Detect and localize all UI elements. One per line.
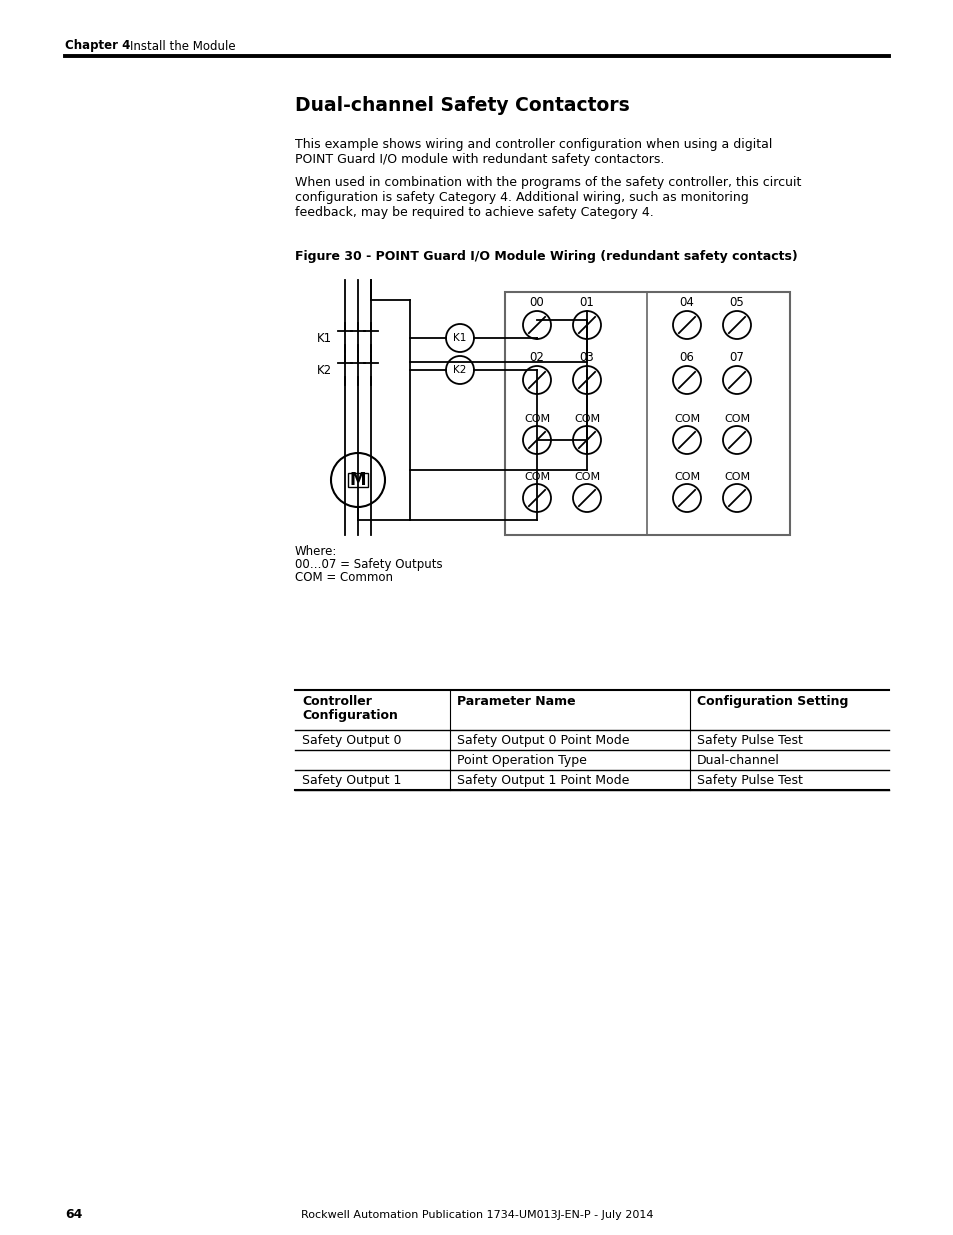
Text: Parameter Name: Parameter Name [456, 695, 575, 708]
Text: 03: 03 [579, 351, 594, 364]
Text: Chapter 4: Chapter 4 [65, 40, 131, 53]
Text: Install the Module: Install the Module [115, 40, 235, 53]
Text: Where:: Where: [294, 545, 337, 558]
Text: COM: COM [723, 414, 749, 424]
Text: K2: K2 [316, 363, 332, 377]
Text: Dual-channel Safety Contactors: Dual-channel Safety Contactors [294, 96, 629, 115]
Text: COM: COM [523, 414, 550, 424]
Text: 04: 04 [679, 296, 694, 309]
Text: Configuration Setting: Configuration Setting [697, 695, 847, 708]
Text: 07: 07 [729, 351, 743, 364]
Text: Safety Output 1: Safety Output 1 [302, 774, 401, 787]
Text: M: M [350, 471, 366, 489]
Text: When used in combination with the programs of the safety controller, this circui: When used in combination with the progra… [294, 177, 801, 189]
Bar [348, 473, 368, 487]
Text: COM: COM [574, 472, 599, 482]
Text: K1: K1 [316, 331, 332, 345]
Text: K1: K1 [453, 333, 466, 343]
Text: 00…07 = Safety Outputs: 00…07 = Safety Outputs [294, 558, 442, 571]
Text: Rockwell Automation Publication 1734-UM013J-EN-P - July 2014: Rockwell Automation Publication 1734-UM0… [300, 1210, 653, 1220]
Text: 05: 05 [729, 296, 743, 309]
Text: POINT Guard I/O module with redundant safety contactors.: POINT Guard I/O module with redundant sa… [294, 153, 663, 165]
Text: Controller: Controller [302, 695, 372, 708]
Text: 64: 64 [65, 1209, 82, 1221]
Text: 00: 00 [529, 296, 544, 309]
Text: Safety Output 0 Point Mode: Safety Output 0 Point Mode [456, 734, 629, 747]
Text: Configuration: Configuration [302, 709, 397, 722]
Text: Safety Pulse Test: Safety Pulse Test [697, 734, 802, 747]
Text: Safety Pulse Test: Safety Pulse Test [697, 774, 802, 787]
Text: COM: COM [574, 414, 599, 424]
Text: K2: K2 [453, 366, 466, 375]
Text: configuration is safety Category 4. Additional wiring, such as monitoring: configuration is safety Category 4. Addi… [294, 191, 748, 204]
Text: This example shows wiring and controller configuration when using a digital: This example shows wiring and controller… [294, 138, 772, 151]
Bar [504, 291, 789, 535]
Text: Dual-channel: Dual-channel [697, 755, 779, 767]
Text: COM: COM [673, 414, 700, 424]
Text: 01: 01 [579, 296, 594, 309]
Text: COM: COM [673, 472, 700, 482]
Text: Figure 30 - POINT Guard I/O Module Wiring (redundant safety contacts): Figure 30 - POINT Guard I/O Module Wirin… [294, 249, 797, 263]
Text: 02: 02 [529, 351, 544, 364]
Text: COM = Common: COM = Common [294, 571, 393, 584]
Text: Point Operation Type: Point Operation Type [456, 755, 586, 767]
Text: COM: COM [523, 472, 550, 482]
Text: 06: 06 [679, 351, 694, 364]
Text: COM: COM [723, 472, 749, 482]
Text: Safety Output 1 Point Mode: Safety Output 1 Point Mode [456, 774, 629, 787]
Text: feedback, may be required to achieve safety Category 4.: feedback, may be required to achieve saf… [294, 206, 653, 219]
Text: Safety Output 0: Safety Output 0 [302, 734, 401, 747]
